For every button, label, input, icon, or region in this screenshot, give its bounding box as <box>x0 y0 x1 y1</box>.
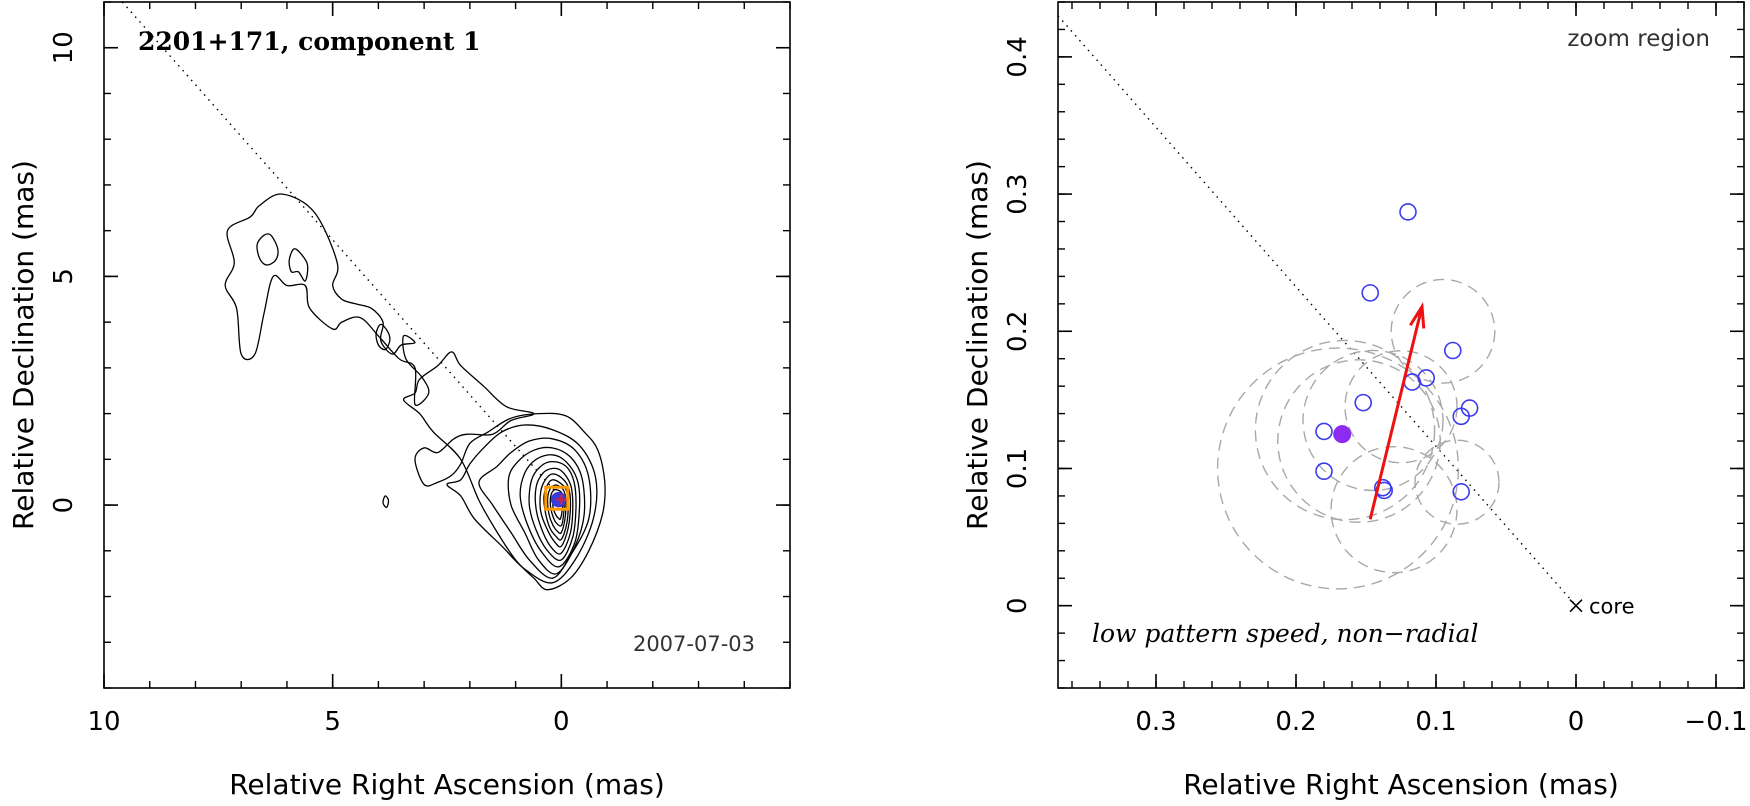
contour-level-5 <box>519 454 581 568</box>
contour-level-3 <box>478 437 592 579</box>
contour-level-7 <box>534 467 574 555</box>
right-y-ticks: 0 0.1 0.2 0.3 0.4 <box>1003 1 1744 689</box>
left-x-axis-title: Relative Right Ascension (mas) <box>229 768 665 801</box>
epoch-date-label: 2007-07-03 <box>633 632 755 656</box>
velocity-arrow-head <box>1409 301 1426 329</box>
left-x-tick-label: 0 <box>553 707 570 737</box>
left-plot-area <box>121 1 606 591</box>
zoom-region-label: zoom region <box>1567 26 1710 52</box>
right-x-tick-label: −0.1 <box>1684 707 1747 737</box>
contour-level-1 <box>224 193 430 407</box>
left-x-ticks: 10 5 0 <box>87 2 791 737</box>
left-y-tick-label: 0 <box>49 497 79 514</box>
contour-level-2 <box>446 424 598 584</box>
component-position-point <box>1315 422 1333 441</box>
component-position-point <box>1399 203 1417 221</box>
left-panel-title: 2201+171, component 1 <box>138 27 481 56</box>
right-x-tick-label: 0.3 <box>1135 707 1176 737</box>
contour-level-4 <box>507 446 586 575</box>
right-x-axis-title: Relative Right Ascension (mas) <box>1183 768 1619 801</box>
core-markers <box>544 485 570 511</box>
error-circles <box>1216 278 1500 590</box>
right-y-tick-label: 0.2 <box>1003 311 1033 352</box>
contour-level-6 <box>528 460 577 562</box>
core-label: core <box>1589 595 1635 619</box>
left-panel: 10 5 0 0 5 10 2201+171, component 1 2007-07-… <box>7 1 791 801</box>
velocity-arrow-shaft <box>1368 306 1424 520</box>
right-plot-frame <box>1057 1 1745 689</box>
model-component-square-marker <box>544 485 570 511</box>
contour-level-1 <box>375 323 391 351</box>
component-position-point <box>1361 284 1379 302</box>
component-position-point <box>1374 478 1392 497</box>
pattern-speed-label: low pattern speed, non−radial <box>1092 619 1478 648</box>
jet-axis-line <box>121 1 562 499</box>
component-position-point <box>1315 462 1333 481</box>
left-y-tick-label: 10 <box>49 31 79 64</box>
left-y-axis-title: Relative Declination (mas) <box>7 160 40 530</box>
component-position-point <box>1452 407 1470 426</box>
right-x-tick-label: 0.2 <box>1275 707 1316 737</box>
contour-level-1 <box>382 495 390 509</box>
right-x-ticks: 0.3 0.2 0.1 0 −0.1 <box>1071 2 1748 737</box>
position-error-circle <box>1414 439 1500 525</box>
mean-position-point <box>1333 425 1352 444</box>
position-error-circle <box>1216 347 1460 590</box>
left-y-ticks: 0 5 10 <box>49 1 790 689</box>
component-position-point <box>1452 483 1470 501</box>
contour-level-8 <box>539 473 572 548</box>
contour-level-1 <box>402 351 606 591</box>
position-error-circle <box>1330 445 1458 574</box>
velocity-arrow <box>1368 301 1426 520</box>
component-position-point <box>1354 393 1372 412</box>
right-x-tick-label: 0 <box>1568 707 1585 737</box>
position-error-circle <box>1302 349 1444 492</box>
position-error-circle <box>1344 350 1458 464</box>
right-y-axis-title: Relative Declination (mas) <box>961 160 994 530</box>
contour-level-11 <box>549 488 565 527</box>
contour-map <box>224 193 606 591</box>
jet-axis-line <box>1057 15 1577 607</box>
left-x-tick-label: 5 <box>324 707 341 737</box>
jet-axis-line-left <box>121 1 562 499</box>
position-error-circle <box>1277 359 1441 523</box>
right-y-tick-label: 0.3 <box>1003 173 1033 214</box>
contour-level-2 <box>256 233 279 266</box>
right-panel: 0.3 0.2 0.1 0 −0.1 0 0.1 0.2 0.3 0.4 core zoom r… <box>961 1 1748 801</box>
right-y-tick-label: 0 <box>1003 597 1033 614</box>
position-error-circle <box>1254 339 1436 521</box>
position-error-circle <box>1390 278 1496 384</box>
core-x-marker <box>1569 599 1583 613</box>
left-plot-frame <box>103 1 791 689</box>
left-x-tick-label: 10 <box>87 707 120 737</box>
right-y-tick-label: 0.1 <box>1003 448 1033 489</box>
component-position-point <box>1403 373 1421 391</box>
right-x-tick-label: 0.1 <box>1415 707 1456 737</box>
jet-axis-line-right <box>1057 15 1577 607</box>
right-y-tick-label: 0.4 <box>1003 36 1033 77</box>
core-marker: core <box>1569 595 1635 619</box>
left-y-tick-label: 5 <box>49 268 79 285</box>
component-position-point <box>1444 341 1462 360</box>
component-positions <box>1315 203 1479 501</box>
contour-level-2 <box>288 248 309 282</box>
